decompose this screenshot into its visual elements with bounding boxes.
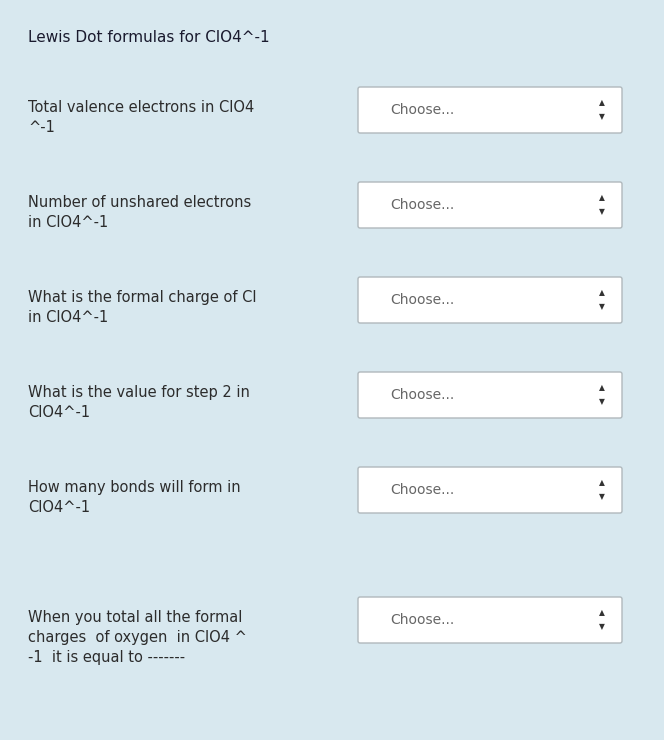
Text: Lewis Dot formulas for ClO4^-1: Lewis Dot formulas for ClO4^-1 <box>28 30 270 45</box>
Text: ▼: ▼ <box>599 622 605 631</box>
Text: -1  it is equal to -------: -1 it is equal to ------- <box>28 650 185 665</box>
FancyBboxPatch shape <box>358 87 622 133</box>
Text: When you total all the formal: When you total all the formal <box>28 610 242 625</box>
Text: ▲: ▲ <box>599 383 605 392</box>
Text: Number of unshared electrons: Number of unshared electrons <box>28 195 251 210</box>
FancyBboxPatch shape <box>358 372 622 418</box>
Text: What is the value for step 2 in: What is the value for step 2 in <box>28 385 250 400</box>
Text: ^-1: ^-1 <box>28 120 55 135</box>
Text: ClO4^-1: ClO4^-1 <box>28 500 90 515</box>
Text: ▲: ▲ <box>599 193 605 203</box>
FancyBboxPatch shape <box>358 597 622 643</box>
Text: ▼: ▼ <box>599 397 605 406</box>
FancyBboxPatch shape <box>358 467 622 513</box>
Text: Choose...: Choose... <box>390 613 454 627</box>
FancyBboxPatch shape <box>358 182 622 228</box>
Text: ▲: ▲ <box>599 608 605 617</box>
Text: ▲: ▲ <box>599 289 605 297</box>
Text: Choose...: Choose... <box>390 293 454 307</box>
Text: Total valence electrons in ClO4: Total valence electrons in ClO4 <box>28 100 254 115</box>
Text: ▼: ▼ <box>599 207 605 217</box>
Text: ClO4^-1: ClO4^-1 <box>28 405 90 420</box>
Text: How many bonds will form in: How many bonds will form in <box>28 480 240 495</box>
Text: Choose...: Choose... <box>390 198 454 212</box>
Text: Choose...: Choose... <box>390 103 454 117</box>
Text: ▼: ▼ <box>599 303 605 312</box>
Text: Choose...: Choose... <box>390 388 454 402</box>
Text: in ClO4^-1: in ClO4^-1 <box>28 310 108 325</box>
Text: ▲: ▲ <box>599 98 605 107</box>
Text: ▲: ▲ <box>599 479 605 488</box>
Text: ▼: ▼ <box>599 112 605 121</box>
Text: ▼: ▼ <box>599 493 605 502</box>
Text: in ClO4^-1: in ClO4^-1 <box>28 215 108 230</box>
Text: charges  of oxygen  in ClO4 ^: charges of oxygen in ClO4 ^ <box>28 630 247 645</box>
FancyBboxPatch shape <box>358 277 622 323</box>
Text: Choose...: Choose... <box>390 483 454 497</box>
Text: What is the formal charge of Cl: What is the formal charge of Cl <box>28 290 256 305</box>
